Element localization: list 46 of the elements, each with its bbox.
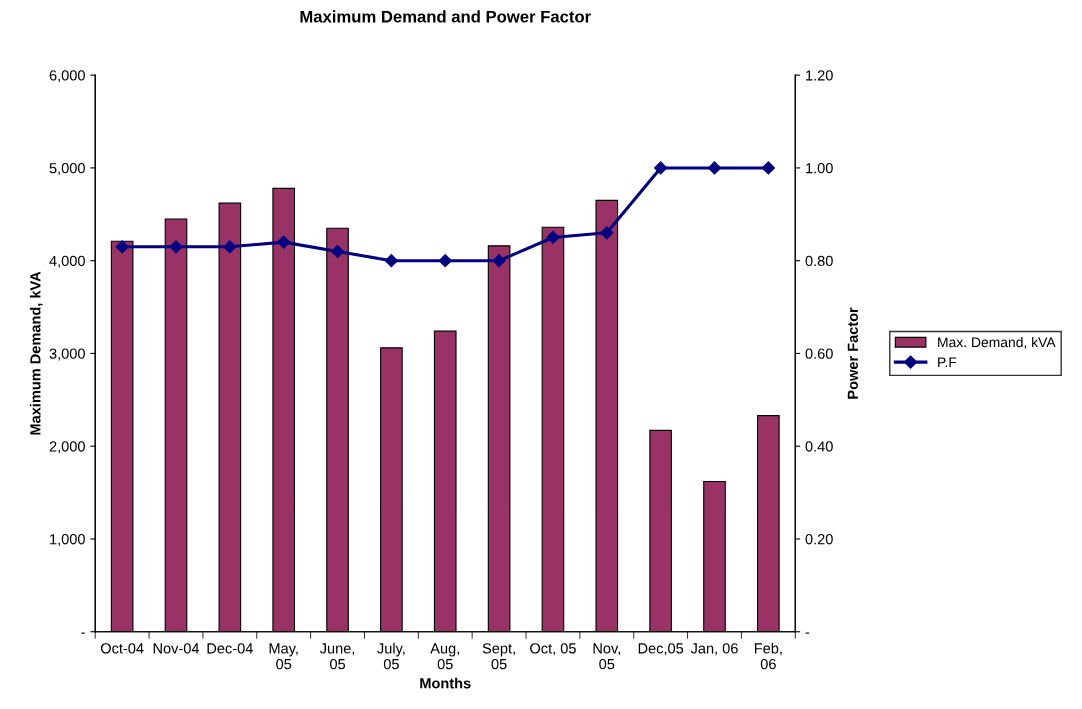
legend-label: P.F xyxy=(938,357,957,367)
y2-axis-title: Power Factor xyxy=(847,307,858,399)
y-tick-label: 3,000 xyxy=(49,348,85,361)
y2-tick-label: 1.00 xyxy=(806,163,833,174)
y2-tick-label: - xyxy=(805,632,810,634)
point xyxy=(330,244,345,258)
x-tick-label: Nov, 05 xyxy=(593,643,620,670)
x-tick-label: Oct, 05 xyxy=(530,643,576,656)
x-tick-label: July, 05 xyxy=(377,642,405,670)
y-tick-label: 6,000 xyxy=(49,70,85,83)
y2-tick-label: 1.20 xyxy=(806,70,833,81)
x-tick-label: Aug, 05 xyxy=(430,643,459,670)
y2-tick-label: 0.40 xyxy=(805,441,833,452)
x-tick-label: Jan, 06 xyxy=(690,643,738,656)
y-axis-title: Maximum Demand, kVA xyxy=(29,271,43,435)
y2-tick-label: 0.60 xyxy=(805,348,833,359)
x-tick-label: Nov-04 xyxy=(153,643,200,654)
y2-tick-label: 0.80 xyxy=(805,255,833,267)
y-tick-label: 2,000 xyxy=(49,441,85,454)
y2-tick-label: 0.20 xyxy=(805,534,833,545)
point xyxy=(546,230,560,245)
y-tick-label: 5,000 xyxy=(49,163,85,176)
point xyxy=(492,254,506,268)
point xyxy=(761,161,775,175)
x-tick-label: Dec-04 xyxy=(207,643,253,654)
legend-label: Max. Demand, kVA xyxy=(938,337,1056,349)
y-tick-label: 4,000 xyxy=(49,255,85,268)
x-tick-label: May, 05 xyxy=(269,643,298,670)
point xyxy=(654,161,668,175)
point xyxy=(115,240,129,254)
y-tick-label: - xyxy=(81,632,85,634)
chart-title: Maximum Demand and Power Factor xyxy=(300,10,591,23)
x-tick-label: Feb, 06 xyxy=(754,642,782,670)
point xyxy=(223,240,237,254)
point xyxy=(707,161,722,175)
point xyxy=(384,254,398,268)
point xyxy=(169,240,183,254)
point xyxy=(277,235,291,249)
point xyxy=(438,254,452,268)
y-tick-label: 1,000 xyxy=(50,534,85,547)
x-tick-label: Oct-04 xyxy=(100,643,144,654)
x-tick-label: Sept, 05 xyxy=(482,643,515,670)
x-axis-title: Months xyxy=(420,677,471,689)
x-tick-label: Dec,05 xyxy=(638,643,684,656)
x-tick-label: June, 05 xyxy=(319,643,355,670)
point xyxy=(600,226,614,240)
